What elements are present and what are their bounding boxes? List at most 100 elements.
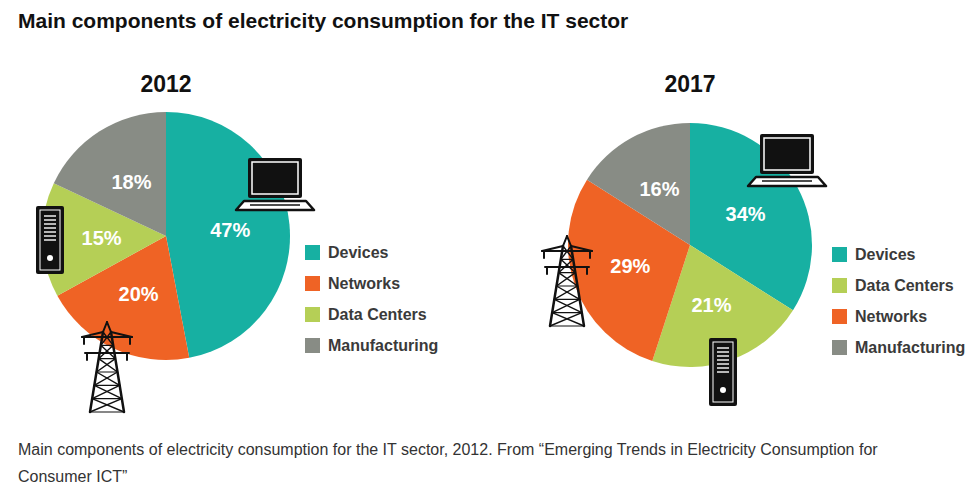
icon-part: [92, 398, 122, 399]
icon-part: [713, 342, 733, 402]
icon-part: [111, 332, 132, 337]
icon-part: [552, 299, 580, 312]
chart-title: 2017: [664, 71, 715, 97]
icon-part: [559, 272, 576, 273]
server-icon: [709, 338, 737, 406]
legend-swatch: [832, 278, 847, 293]
legend-swatch: [305, 276, 320, 291]
data-label: 18%: [111, 171, 151, 193]
laptop-icon: [236, 158, 314, 210]
icon-part: [90, 399, 122, 412]
icon-part: [44, 227, 56, 228]
legend-label: Devices: [855, 246, 916, 263]
icon-part: [571, 246, 592, 251]
data-label: 21%: [691, 294, 731, 316]
icon-part: [44, 219, 56, 220]
icon-part: [107, 322, 111, 332]
icon-part: [83, 337, 85, 344]
icon-part: [552, 312, 582, 313]
icon-part: [236, 201, 314, 210]
icon-part: [586, 267, 588, 274]
icon-part: [559, 259, 574, 272]
icon-part: [103, 332, 113, 345]
icon-part: [40, 210, 60, 270]
icon-part: [85, 352, 129, 354]
legend-label: Devices: [328, 244, 389, 261]
icon-part: [82, 332, 103, 337]
legend-label: Networks: [328, 275, 400, 292]
data-label: 47%: [210, 219, 250, 241]
legend: Devices Networks Data Centers Manufacturing: [305, 244, 438, 354]
icon-part: [561, 246, 571, 259]
legend-label: Data Centers: [855, 277, 954, 294]
icon-part: [563, 246, 573, 259]
legend-swatch: [305, 245, 320, 260]
data-label: 16%: [639, 178, 679, 200]
page-title: Main components of electricity consumpti…: [18, 9, 628, 32]
icons: [36, 158, 314, 412]
icon-part: [552, 313, 584, 326]
icon-part: [546, 267, 548, 274]
icon-part: [101, 345, 113, 346]
icon-part: [101, 345, 116, 358]
icon-part: [557, 273, 576, 286]
icon-part: [717, 363, 729, 364]
pie-chart: 2012 47%20%15%18% Devices Networks Data Cent…: [36, 71, 438, 412]
icon-part: [748, 177, 826, 186]
page: {"header": {"title": "Main components of…: [0, 0, 970, 490]
icon-part: [717, 371, 729, 372]
slices: [42, 112, 290, 360]
icon-part: [760, 134, 814, 174]
icon-part: [554, 299, 579, 300]
icon-part: [561, 259, 573, 260]
icon-part: [717, 351, 729, 352]
pylon-icon: [542, 236, 592, 326]
icon-part: [103, 322, 107, 332]
icon-part: [97, 372, 120, 385]
icon-part: [764, 138, 810, 170]
icon-part: [720, 387, 726, 393]
icon-part: [545, 266, 589, 268]
icon-part: [762, 180, 812, 182]
icon-part: [554, 286, 577, 299]
icon-part: [90, 411, 124, 412]
legend-label: Manufacturing: [328, 337, 438, 354]
icon-part: [717, 347, 729, 348]
icon-part: [550, 325, 584, 326]
data-labels: 47%20%15%18%: [82, 171, 251, 306]
icon-part: [44, 231, 56, 232]
data-label: 34%: [726, 203, 766, 225]
icon-part: [44, 235, 56, 236]
pie-chart: 201734%21%29%16%DevicesData CentersNetwo…: [542, 71, 965, 406]
icon-part: [559, 273, 578, 286]
legend-swatch: [832, 340, 847, 355]
caption: Main components of electricity consumpti…: [18, 436, 943, 490]
icon-part: [717, 359, 729, 360]
icon-part: [92, 399, 124, 412]
icon-part: [250, 204, 300, 206]
icon-part: [99, 345, 114, 358]
icon-part: [126, 353, 128, 360]
icon-part: [542, 246, 563, 251]
icon-part: [47, 255, 53, 261]
icon-part: [97, 359, 116, 372]
icon-part: [554, 299, 582, 312]
icon-part: [550, 313, 582, 326]
icon-part: [99, 359, 118, 372]
icon-part: [101, 332, 111, 345]
data-labels: 34%21%29%16%: [610, 178, 766, 315]
icon-part: [248, 158, 302, 198]
icon-part: [557, 286, 580, 299]
icon-part: [561, 259, 576, 272]
legend-swatch: [305, 307, 320, 322]
legend-label: Data Centers: [328, 306, 427, 323]
chart-title: 2012: [140, 71, 191, 97]
icon-part: [589, 251, 591, 258]
icon-part: [252, 162, 298, 194]
icon-part: [97, 371, 118, 372]
legend: DevicesData CentersNetworksManufacturing: [832, 246, 965, 356]
icon-part: [94, 385, 119, 386]
pylon-icon: [82, 322, 132, 412]
icon-part: [717, 355, 729, 356]
legend-swatch: [305, 338, 320, 353]
